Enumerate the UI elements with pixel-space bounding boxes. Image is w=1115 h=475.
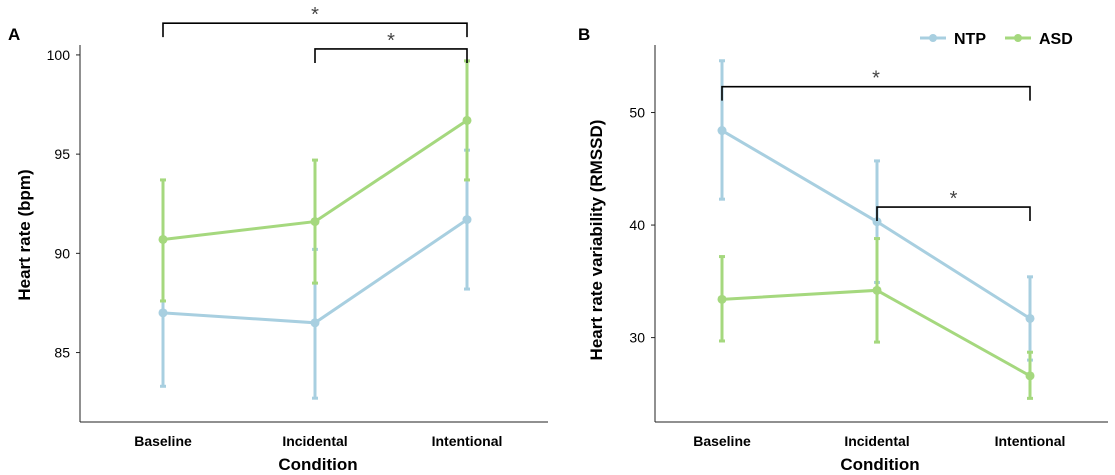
panel-a-series-asd-point [462,115,472,125]
legend: NTP ASD [920,31,1073,48]
panel-b-y-tick-label: 30 [629,330,645,346]
panel-b-x-tick-label: Incidental [844,433,909,449]
panel-a-significance-bracket [314,48,468,63]
panel-a-y-tick-label: 95 [54,146,70,162]
panel-b-x-tick-label: Baseline [693,433,751,449]
panel-a-y-axis-title: Heart rate (bpm) [15,169,34,300]
panel-b-series-asd-point [1025,371,1035,381]
panel-a-series-ntp-point [462,215,472,225]
panel-a-significance-star: * [387,30,395,52]
panel-b-series-ntp-point [872,217,882,227]
panel-a-y-tick-label: 85 [54,345,70,361]
panel-b-significance-star: * [950,188,958,210]
panel-b-y-tick-label: 40 [629,217,645,233]
panel-a-series-ntp-point [158,308,168,318]
panel-a: A Condition Heart rate (bpm) 85 90 95 100 Ba… [8,4,548,474]
panel-b-significance-star: * [872,68,880,90]
panel-a-y-tick-label: 100 [47,47,71,63]
panel-a-series-asd-point [158,234,168,244]
legend-ntp-label: NTP [954,31,986,48]
panel-a-label: A [8,25,20,44]
legend-asd-marker [1014,34,1022,42]
panel-a-x-tick-label: Intentional [432,433,503,449]
panel-a-series-ntp-point [310,318,320,328]
panel-b-x-axis-title: Condition [840,455,919,474]
legend-ntp-marker [929,34,937,42]
panel-b: B Condition Heart rate variability (RMSS… [578,25,1108,474]
panel-a-x-tick-label: Incidental [282,433,347,449]
panel-b-y-axis-title: Heart rate variability (RMSSD) [587,120,606,361]
panel-b-series-ntp-point [1025,313,1035,323]
panel-a-significance-star: * [311,4,319,26]
panel-b-series-ntp-point [717,126,727,136]
panel-b-significance-bracket [876,206,1031,222]
panel-b-series-asd-point [717,294,727,304]
panel-b-x-tick-label: Intentional [995,433,1066,449]
panel-b-series-asd-point [872,285,882,295]
legend-asd-label: ASD [1039,31,1073,48]
panel-a-x-tick-label: Baseline [134,433,192,449]
panel-a-significance-bracket [162,22,468,38]
panel-a-x-axis-title: Condition [278,455,357,474]
panel-b-significance-bracket [721,85,1031,101]
panel-a-y-tick-label: 90 [54,245,70,261]
panel-b-y-tick-label: 50 [629,105,645,121]
panel-a-series-asd-point [310,217,320,227]
panel-b-label: B [578,25,590,44]
